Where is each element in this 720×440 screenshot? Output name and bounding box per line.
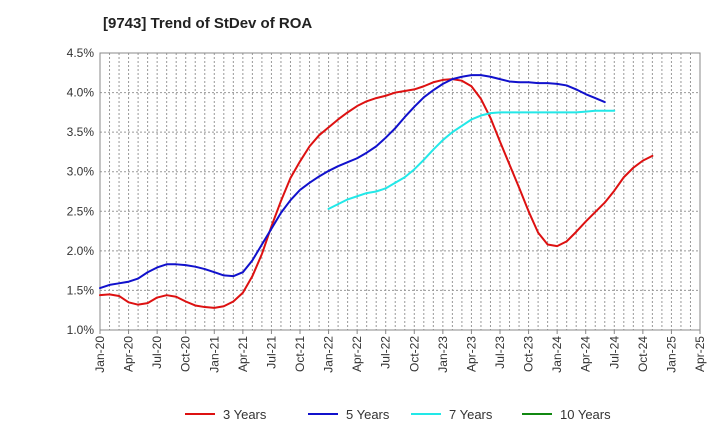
legend-item: 3 Years xyxy=(185,407,267,422)
x-tick-label: Apr-23 xyxy=(464,336,478,372)
series-line-3-years xyxy=(99,78,654,309)
x-tick-label: Apr-21 xyxy=(236,336,250,372)
x-tick-label: Jul-24 xyxy=(607,336,621,369)
x-tick-label: Apr-24 xyxy=(579,336,593,372)
y-tick-label: 2.0% xyxy=(67,244,95,258)
x-axis: Jan-20 Apr-20 Jul-20 Oct-20 Jan-21 Apr-21 Jul-… xyxy=(93,330,707,373)
x-tick-label: Jan-20 xyxy=(93,336,107,373)
grid-lines xyxy=(100,53,700,330)
x-tick-label: Jul-20 xyxy=(150,336,164,369)
y-tick-label: 4.0% xyxy=(67,86,95,100)
y-tick-label: 1.0% xyxy=(67,323,95,337)
y-axis: 1.0% 1.5% 2.0% 2.5% 3.0% 3.5% 4.0% 4.5% xyxy=(67,46,95,337)
x-tick-label: Apr-20 xyxy=(122,336,136,372)
legend-label: 5 Years xyxy=(346,407,390,422)
x-tick-label: Oct-24 xyxy=(636,336,650,372)
legend-item: 10 Years xyxy=(522,407,611,422)
x-tick-label: Jan-25 xyxy=(664,336,678,373)
legend-item: 7 Years xyxy=(411,407,493,422)
x-tick-label: Jan-23 xyxy=(436,336,450,373)
y-tick-label: 3.5% xyxy=(67,125,95,139)
series-lines xyxy=(99,74,654,309)
x-tick-label: Apr-25 xyxy=(693,336,707,372)
y-tick-label: 2.5% xyxy=(67,204,95,218)
legend-label: 7 Years xyxy=(449,407,493,422)
legend-item: 5 Years xyxy=(308,407,390,422)
legend-label: 10 Years xyxy=(560,407,611,422)
legend: 3 Years 5 Years 7 Years 10 Years xyxy=(185,407,611,422)
series-line-7-years xyxy=(327,109,616,210)
y-tick-label: 4.5% xyxy=(67,46,95,60)
x-tick-label: Jul-22 xyxy=(379,336,393,369)
x-tick-label: Oct-21 xyxy=(293,336,307,372)
x-tick-label: Oct-20 xyxy=(179,336,193,372)
x-tick-label: Jul-21 xyxy=(264,336,278,369)
x-tick-label: Apr-22 xyxy=(350,336,364,372)
x-tick-label: Jan-21 xyxy=(207,336,221,373)
y-tick-label: 3.0% xyxy=(67,165,95,179)
x-tick-label: Oct-23 xyxy=(522,336,536,372)
y-tick-label: 1.5% xyxy=(67,283,95,297)
legend-label: 3 Years xyxy=(223,407,267,422)
x-tick-label: Jan-24 xyxy=(550,336,564,373)
x-tick-label: Jul-23 xyxy=(493,336,507,369)
chart-title: [9743] Trend of StDev of ROA xyxy=(103,15,313,32)
x-tick-label: Jan-22 xyxy=(322,336,336,373)
x-tick-label: Oct-22 xyxy=(407,336,421,372)
series-line-5-years xyxy=(99,74,606,290)
plot-area xyxy=(100,53,700,330)
plot-border xyxy=(99,52,701,331)
